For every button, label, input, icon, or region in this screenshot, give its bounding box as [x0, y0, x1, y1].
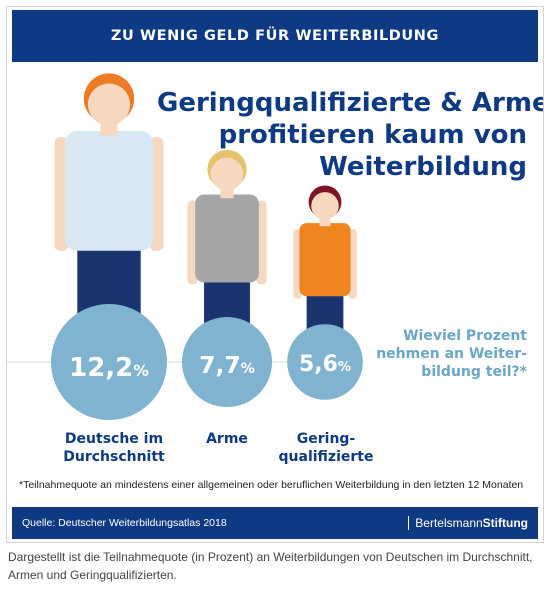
value-number: 7,7 [199, 351, 241, 379]
category-label-deutsche: Deutsche im Durchschnitt [39, 430, 189, 466]
image-caption: Dargestellt ist die Teilnahmequote (in P… [8, 550, 533, 582]
person-face [210, 157, 244, 191]
infographic-frame: ZU WENIG GELD FÜR WEITERBILDUNG Geringqu… [6, 6, 544, 543]
category-line: qualifizierte [278, 449, 374, 465]
value-circle [181, 316, 273, 408]
headline: Geringqualifizierte & Arme profitieren k… [157, 87, 544, 183]
category-line: Gering- [296, 431, 356, 447]
value-label: 12,2% [69, 353, 149, 383]
brand-bold: Stiftung [482, 516, 528, 530]
headline-line-1: Geringqualifizierte & Arme [157, 88, 544, 118]
person-shirt [195, 194, 259, 283]
value-circle [51, 304, 167, 420]
headline-line-3: Weiterbildung [319, 152, 527, 182]
category-line: Arme [206, 431, 248, 447]
question-line-1: Wieviel Prozent [403, 328, 527, 344]
category-line: Deutsche im [64, 431, 164, 447]
value-circle [287, 324, 363, 400]
footnote: *Teilnahmequote an mindestens einer allg… [19, 479, 524, 491]
brand-regular: Bertelsmann [415, 516, 483, 530]
brand-logo: BertelsmannStiftung [408, 516, 528, 530]
value-unit: % [241, 361, 255, 377]
top-banner: ZU WENIG GELD FÜR WEITERBILDUNG [12, 10, 538, 62]
person-shirt [299, 223, 351, 297]
banner-title: ZU WENIG GELD FÜR WEITERBILDUNG [110, 28, 440, 44]
category-line: Durchschnitt [63, 449, 165, 465]
person-figure: 7,7% [181, 149, 273, 408]
value-unit: % [133, 362, 149, 380]
value-label: 5,6% [299, 352, 351, 377]
person-neck [319, 213, 331, 227]
value-unit: % [338, 360, 351, 375]
question-label: Wieviel Prozent nehmen an Weiter- bildun… [367, 327, 527, 381]
source-text: Quelle: Deutscher Weiterbildungsatlas 20… [22, 517, 227, 529]
person-shirt [65, 131, 153, 251]
person-arm-right [256, 200, 267, 285]
person-figure: 5,6% [287, 185, 363, 400]
headline-line-2: profitieren kaum von [218, 120, 527, 150]
person-figure: 12,2% [51, 73, 167, 420]
person-face [87, 83, 131, 126]
question-line-3: bildung teil?* [421, 364, 527, 380]
bottom-banner: Quelle: Deutscher Weiterbildungsatlas 20… [12, 507, 538, 539]
category-label-gering: Gering- qualifizierte [271, 430, 381, 466]
figure-chart: 12,2% 7,7% 5,6% [7, 73, 363, 420]
category-label-arme: Arme [177, 430, 277, 448]
value-label: 7,7% [199, 351, 255, 379]
value-number: 5,6 [299, 352, 338, 377]
person-face [311, 192, 339, 220]
question-line-2: nehmen an Weiter- [376, 346, 527, 362]
person-arm-left [54, 137, 69, 251]
value-number: 12,2 [69, 353, 133, 383]
